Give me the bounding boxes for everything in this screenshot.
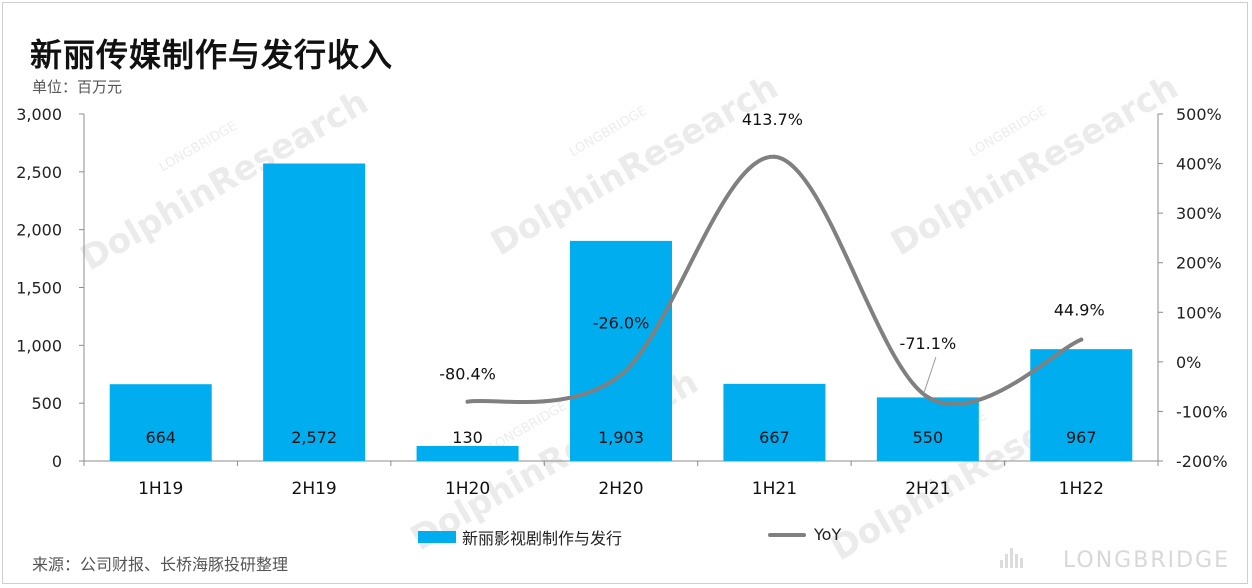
bar: [876, 397, 979, 461]
brand-bar-icon: [1010, 548, 1013, 568]
bar-value-label: 667: [759, 428, 790, 447]
right-axis-tick-label: -100%: [1176, 402, 1228, 421]
brand-bar-icon: [1020, 558, 1023, 568]
x-axis-category-label: 1H19: [138, 479, 183, 499]
legend-line-label: YoY: [814, 525, 842, 544]
x-axis-category-label: 2H20: [598, 479, 643, 499]
x-axis-category-label: 1H22: [1059, 479, 1104, 499]
bar-value-label: 664: [145, 428, 176, 447]
yoy-value-label: -80.4%: [439, 365, 496, 384]
legend-bar-label: 新丽影视剧制作与发行: [462, 529, 623, 548]
left-axis-tick-label: 2,500: [16, 163, 62, 182]
brand-bar-icon: [1000, 560, 1003, 568]
bar: [416, 445, 519, 461]
bar: [1030, 349, 1133, 461]
bar-value-label: 967: [1066, 428, 1097, 447]
yoy-point: [925, 395, 930, 400]
left-axis-tick-label: 2,000: [16, 221, 62, 240]
bar: [570, 240, 672, 461]
watermark-text: DolphinResearch: [884, 67, 1185, 264]
brand-bar-icon: [1015, 554, 1018, 568]
source-note: 来源：公司财报、长桥海豚投研整理: [32, 555, 289, 574]
bar-value-label: 550: [913, 428, 944, 447]
legend-line-swatch: [768, 532, 806, 537]
left-axis-tick-label: 0: [52, 452, 62, 471]
yoy-point: [465, 399, 470, 404]
bar-value-label: 130: [452, 428, 483, 447]
right-axis-tick-label: 0%: [1176, 353, 1201, 372]
brand-bar-icon: [1005, 554, 1008, 568]
right-axis-tick-label: 200%: [1176, 254, 1222, 273]
right-axis-tick-label: 300%: [1176, 204, 1222, 223]
x-axis-category-label: 2H21: [905, 479, 950, 499]
right-axis-tick-label: 500%: [1176, 105, 1222, 124]
bar: [109, 384, 212, 461]
bar: [723, 383, 826, 461]
legend-bar-swatch: [418, 531, 456, 543]
left-axis-tick-label: 1,500: [16, 279, 62, 298]
yoy-value-label: -26.0%: [593, 314, 650, 333]
x-axis-category-label: 1H20: [445, 479, 490, 499]
right-axis-tick-label: 400%: [1176, 155, 1222, 174]
yoy-point: [619, 372, 623, 377]
left-axis-tick-label: 500: [31, 394, 62, 413]
yoy-value-label: 413.7%: [742, 110, 803, 129]
right-axis-tick-label: 100%: [1176, 303, 1222, 322]
yoy-point: [772, 154, 777, 159]
right-axis-tick-label: -200%: [1176, 452, 1228, 471]
x-axis-category-label: 1H21: [752, 479, 797, 499]
left-axis-tick-label: 3,000: [16, 105, 62, 124]
chart-title: 新丽传媒制作与发行收入: [30, 36, 394, 74]
legend-item-line: YoY: [768, 525, 841, 544]
watermark-text: DolphinResearch: [484, 67, 785, 264]
legend-item-bar: 新丽影视剧制作与发行: [418, 525, 622, 549]
left-axis-tick-label: 1,000: [16, 336, 62, 355]
bar-value-label: 2,572: [291, 428, 337, 447]
bar-value-label: 1,903: [598, 428, 644, 447]
yoy-label-leader: [923, 356, 937, 394]
yoy-value-label: 44.9%: [1054, 301, 1105, 320]
yoy-point: [1079, 337, 1084, 342]
unit-label: 单位：百万元: [32, 78, 123, 96]
yoy-value-label: -71.1%: [900, 334, 957, 353]
bar: [263, 163, 366, 461]
legend: 新丽影视剧制作与发行 YoY: [0, 525, 1252, 549]
x-axis-category-label: 2H19: [292, 479, 337, 499]
brand-logo-text: LONGBRIDGE: [1062, 548, 1230, 573]
